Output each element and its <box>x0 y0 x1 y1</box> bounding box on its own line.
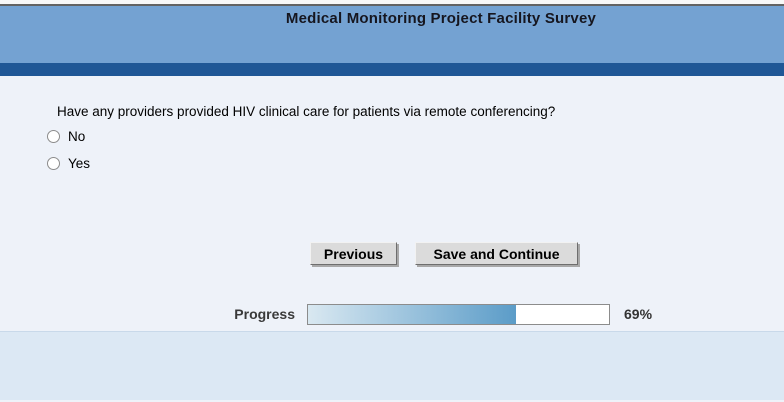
radio-button-icon[interactable] <box>47 157 60 170</box>
page-title: Medical Monitoring Project Facility Surv… <box>285 10 597 27</box>
progress-bar <box>307 304 610 325</box>
progress-label: Progress <box>234 306 295 322</box>
header-bar: Medical Monitoring Project Facility Surv… <box>0 6 784 63</box>
save-and-continue-button[interactable]: Save and Continue <box>415 242 578 265</box>
progress-fill <box>308 305 516 324</box>
question-text: Have any providers provided HIV clinical… <box>57 104 556 119</box>
header-divider-bar <box>0 63 784 76</box>
radio-label-yes[interactable]: Yes <box>68 156 91 171</box>
previous-button[interactable]: Previous <box>310 242 397 265</box>
footer-strip <box>0 331 784 400</box>
survey-content: Have any providers provided HIV clinical… <box>0 76 784 331</box>
radio-option-yes[interactable]: Yes <box>47 156 90 171</box>
radio-button-icon[interactable] <box>47 130 60 143</box>
top-strip <box>0 0 784 6</box>
progress-percent-value: 69% <box>624 306 653 322</box>
radio-label-no[interactable]: No <box>68 129 86 144</box>
radio-option-no[interactable]: No <box>47 129 85 144</box>
